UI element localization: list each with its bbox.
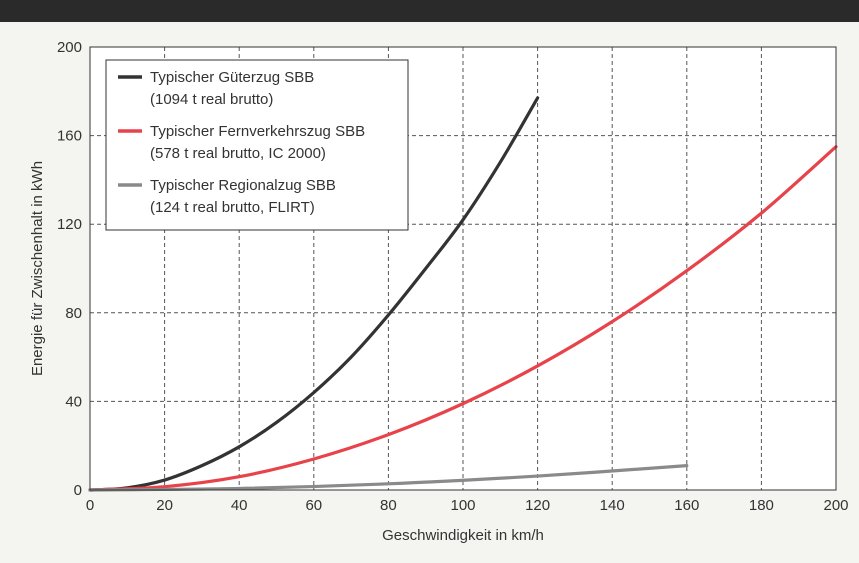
plot-frame xyxy=(89,46,837,491)
series-line-fernverkehrszug xyxy=(88,145,838,492)
legend-box xyxy=(105,59,409,231)
x-tick-label: 0 xyxy=(86,497,94,514)
series-line-regionalzug xyxy=(88,464,689,492)
series-line-gueterzug xyxy=(88,96,540,492)
y-axis-label: Energie für Zwischenhalt in kWh xyxy=(29,161,46,376)
top-band xyxy=(0,0,859,22)
x-axis-label: Geschwindigkeit in km/h xyxy=(382,527,544,544)
legend-label-regionalzug: Typischer Regionalzug SBB xyxy=(150,177,336,194)
x-tick-label: 100 xyxy=(450,497,475,514)
x-tick-label: 140 xyxy=(600,497,625,514)
x-tick-label: 160 xyxy=(674,497,699,514)
tick-labels: 0 20 40 60 80 100 120 140 160 180 200 0 40 80 120 160 20… xyxy=(57,39,849,514)
legend-label-gueterzug: Typischer Güterzug SBB xyxy=(150,69,314,86)
y-tick-label: 160 xyxy=(57,128,82,145)
y-tick-label: 0 xyxy=(74,482,82,499)
legend-label-fernverkehrszug: Typischer Fernverkehrszug SBB xyxy=(150,123,365,140)
legend-sublabel-gueterzug: (1094 t real brutto) xyxy=(150,91,273,108)
x-tick-label: 60 xyxy=(305,497,322,514)
x-tick-label: 180 xyxy=(749,497,774,514)
legend: Typischer Güterzug SBB (1094 t real brut… xyxy=(105,59,409,231)
y-tick-label: 80 xyxy=(65,305,82,322)
series-layer xyxy=(88,96,838,492)
x-tick-label: 120 xyxy=(525,497,550,514)
x-tick-label: 80 xyxy=(380,497,397,514)
y-tick-label: 40 xyxy=(65,393,82,410)
y-tick-label: 200 xyxy=(57,39,82,56)
x-tick-label: 40 xyxy=(231,497,248,514)
legend-sublabel-regionalzug: (124 t real brutto, FLIRT) xyxy=(150,199,315,216)
y-tick-label: 120 xyxy=(57,216,82,233)
x-tick-label: 20 xyxy=(156,497,173,514)
x-tick-label: 200 xyxy=(823,497,848,514)
legend-sublabel-fernverkehrszug: (578 t real brutto, IC 2000) xyxy=(150,145,326,162)
